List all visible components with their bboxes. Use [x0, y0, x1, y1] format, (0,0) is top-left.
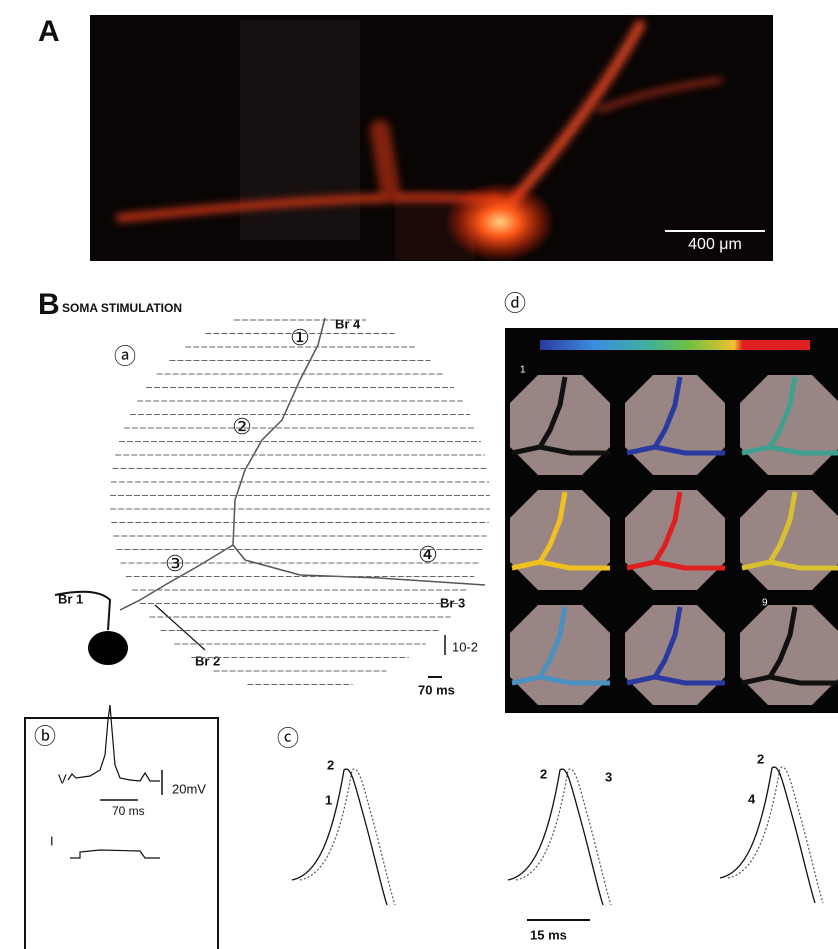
trace-label: 4: [748, 791, 756, 806]
subpanel-label: ⓑ: [34, 724, 56, 749]
octagon: [740, 375, 838, 475]
octagon: [740, 605, 838, 705]
voltage-label: V: [58, 771, 67, 786]
scale-x-label: 70 ms: [112, 804, 145, 818]
branch-image: [511, 376, 610, 456]
frame: [510, 605, 610, 705]
micrograph: 400 μm: [90, 15, 773, 262]
site-label: ④: [418, 542, 438, 567]
trace-map: ⓐ ① ② ③ ④ Br 4 Br 1 Br 2 Br 3 10-2 70 ms: [54, 316, 490, 697]
branch-image: [741, 491, 838, 571]
panel-label: B: [38, 288, 60, 321]
trace: [291, 768, 388, 906]
soma: [88, 631, 128, 665]
recording-panel: ⓑ V 20mV 70 ms I: [24, 704, 219, 949]
frame: [625, 605, 725, 705]
scale-x-label: 70 ms: [418, 682, 455, 697]
color-bar: [540, 340, 810, 350]
panel-title: SOMA STIMULATION: [62, 301, 182, 315]
site-label: ②: [232, 414, 252, 439]
trace-label: 2: [327, 757, 334, 772]
branch-image: [741, 376, 838, 456]
trace-label: 3: [605, 769, 612, 784]
branch-image: [511, 491, 610, 571]
trace: [507, 768, 604, 906]
scale-y-label: 20mV: [172, 781, 206, 796]
trace-label: 1: [325, 792, 332, 807]
trace-label: 2: [540, 766, 547, 781]
frame: [625, 375, 725, 475]
trace-comparison: ⓒ 2 1 2 3 2 4 15 ms: [277, 726, 824, 942]
current-label: I: [50, 833, 54, 848]
trace-label: 2: [757, 751, 764, 766]
frame: [510, 375, 610, 475]
subpanel-label: ⓐ: [114, 344, 136, 369]
branch-image: [741, 606, 838, 686]
scale-x-label: 15 ms: [530, 927, 567, 942]
imaging-frames: ⓓ 1 9: [504, 291, 838, 713]
frame: [740, 605, 838, 705]
scale-bar-label: 400 μm: [688, 236, 742, 253]
octagon: [625, 375, 725, 475]
branch-label: Br 1: [58, 591, 83, 606]
branch-label: Br 3: [440, 595, 465, 610]
axon: [54, 590, 112, 631]
frame-label: 9: [762, 598, 768, 609]
octagon: [625, 605, 725, 705]
branch-image: [511, 606, 610, 686]
octagon: [510, 490, 610, 590]
frame: [740, 490, 838, 590]
branch-label: Br 4: [335, 316, 361, 331]
octagon: [625, 490, 725, 590]
branch-image: [626, 606, 725, 686]
branch-image: [626, 491, 725, 571]
branch-image: [626, 376, 725, 456]
frame: [740, 375, 838, 475]
frame-label: 1: [520, 365, 526, 376]
subpanel-label: ⓓ: [504, 291, 526, 316]
subpanel-label: ⓒ: [277, 726, 299, 751]
octagon: [510, 605, 610, 705]
site-label: ③: [165, 551, 185, 576]
branch-label: Br 2: [195, 653, 220, 668]
scale-y-label: 10-2: [452, 639, 478, 654]
panel-label: A: [38, 15, 60, 48]
frame: [510, 490, 610, 590]
trace: [719, 766, 816, 904]
frame: [625, 490, 725, 590]
octagon: [510, 375, 610, 475]
site-label: ①: [290, 325, 310, 350]
octagon: [740, 490, 838, 590]
